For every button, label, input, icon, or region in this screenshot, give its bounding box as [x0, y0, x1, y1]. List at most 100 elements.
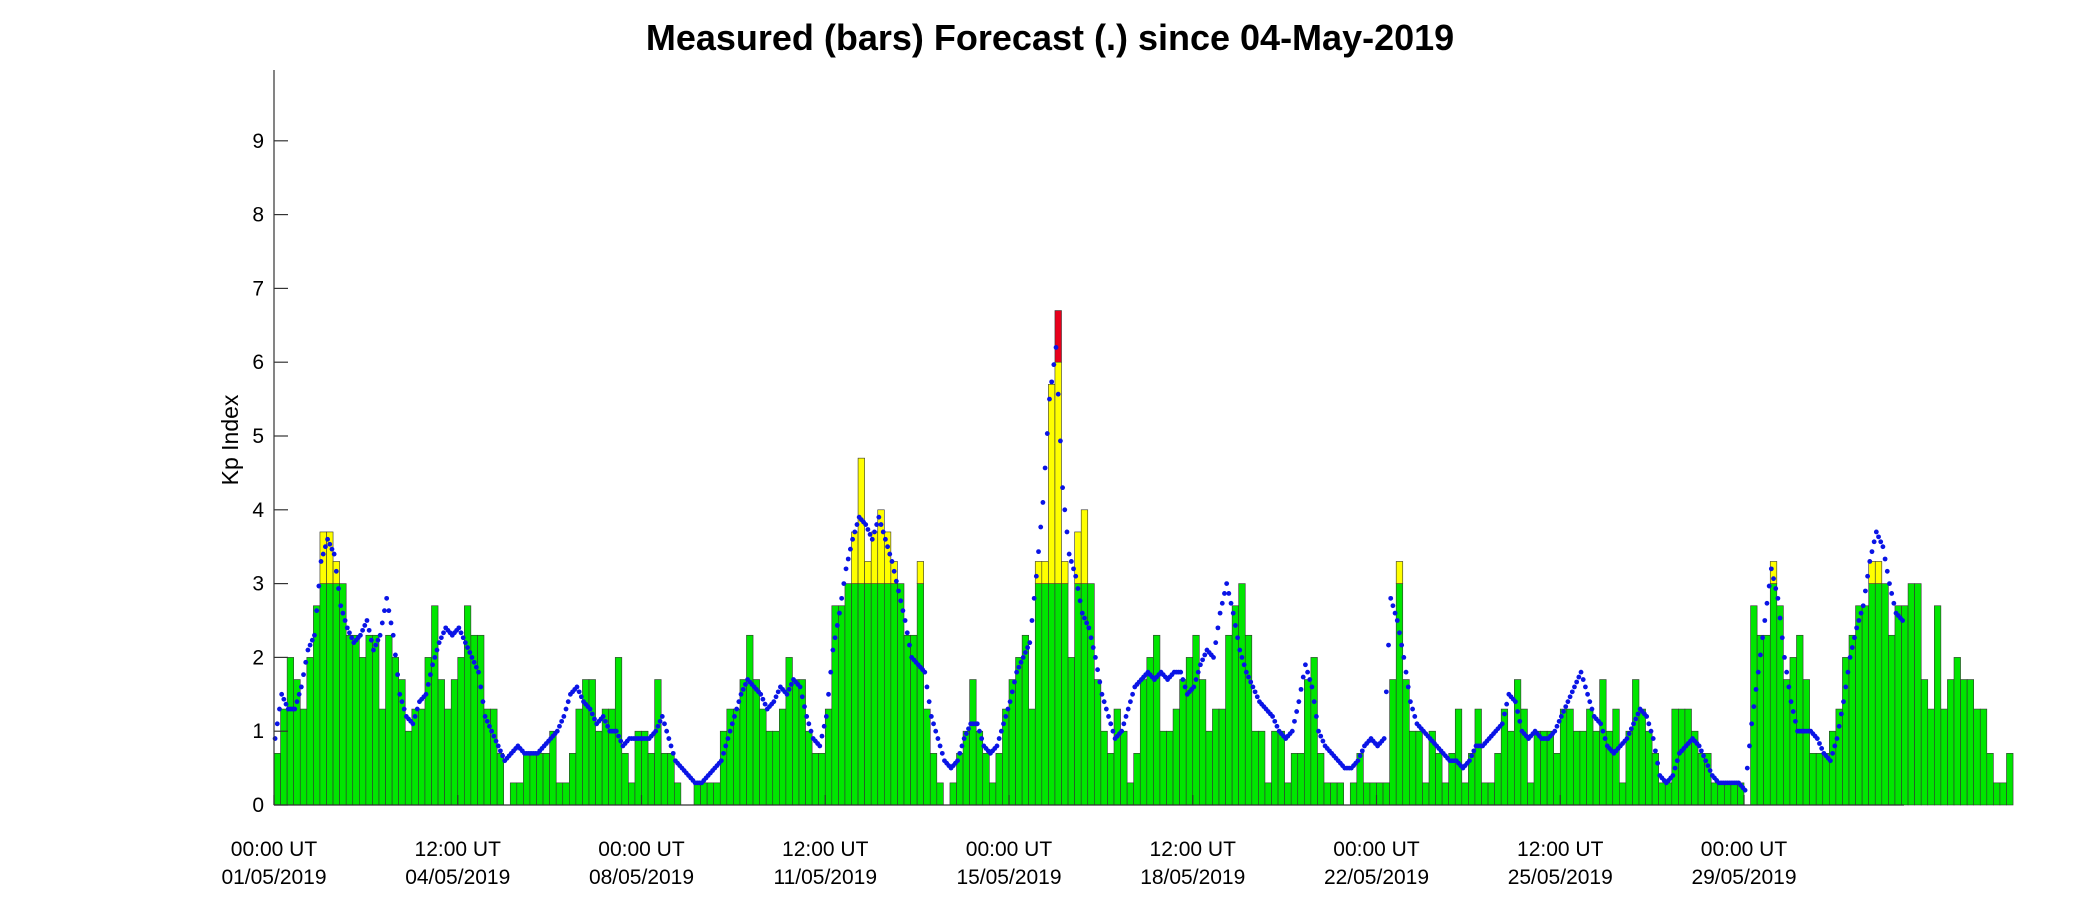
forecast-point: [603, 718, 608, 724]
forecast-point: [1502, 711, 1507, 717]
forecast-point: [1755, 669, 1761, 675]
forecast-point: [1235, 635, 1240, 641]
measured-bar: [1586, 708, 1594, 806]
forecast-point: [331, 551, 337, 557]
forecast-point: [1079, 610, 1085, 616]
measured-bar: [1973, 708, 1981, 806]
forecast-point: [1860, 603, 1866, 609]
forecast-point: [1237, 647, 1243, 653]
forecast-point: [605, 723, 610, 729]
forecast-point: [1318, 733, 1324, 739]
measured-bar: [719, 730, 728, 806]
measured-bar: [391, 657, 399, 806]
forecast-point: [928, 714, 934, 719]
measured-bar: [1638, 708, 1646, 806]
forecast-point: [349, 635, 355, 641]
forecast-point: [360, 627, 365, 633]
forecast-point: [279, 691, 285, 697]
measured-bar: [1415, 730, 1423, 806]
forecast-point: [1309, 684, 1315, 690]
measured-bar: [975, 730, 984, 806]
forecast-point: [616, 733, 621, 739]
forecast-point: [1650, 736, 1656, 741]
forecast-point: [876, 514, 882, 520]
measured-bar: [536, 753, 544, 806]
forecast-point: [1567, 694, 1573, 700]
forecast-point: [1838, 711, 1844, 717]
measured-bar: [339, 583, 347, 806]
forecast-point: [1852, 635, 1857, 641]
forecast-point: [1830, 750, 1835, 756]
forecast-point: [1383, 689, 1389, 695]
forecast-point: [1031, 595, 1037, 601]
measured-bar: [752, 679, 760, 806]
y-tick-label: 3: [252, 573, 264, 596]
measured-bar: [1546, 730, 1554, 806]
forecast-point: [1578, 669, 1584, 675]
x-tick-label-time: 12:00 UT: [1517, 838, 1604, 861]
forecast-point: [1228, 600, 1234, 606]
measured-bar: [1809, 753, 1817, 806]
measured-bar: [378, 708, 386, 806]
x-tick-label-time: 00:00 UT: [598, 838, 685, 861]
forecast-point: [487, 723, 492, 729]
measured-bar: [1271, 730, 1279, 806]
forecast-point: [1226, 591, 1232, 596]
forecast-point: [1602, 736, 1608, 741]
forecast-point: [834, 623, 840, 628]
forecast-point: [1768, 566, 1774, 572]
forecast-point: [1128, 699, 1133, 705]
measured-bar: [1389, 679, 1397, 806]
y-tick-label: 7: [252, 277, 264, 300]
forecast-point: [1239, 655, 1245, 660]
forecast-point: [874, 522, 880, 527]
forecast-point: [1408, 699, 1413, 705]
forecast-point: [784, 691, 790, 697]
measured-bar: [1829, 730, 1837, 806]
measured-bar: [1520, 708, 1528, 806]
forecast-point: [1819, 746, 1825, 751]
forecast-point: [1058, 438, 1063, 444]
forecast-point: [1412, 714, 1418, 719]
forecast-point: [845, 556, 851, 562]
forecast-point: [1701, 753, 1706, 759]
forecast-point: [937, 743, 943, 749]
forecast-point: [832, 635, 838, 641]
forecast-point: [1390, 603, 1396, 609]
measured-bar: [1166, 730, 1174, 806]
forecast-point: [371, 647, 376, 653]
forecast-point: [786, 686, 792, 692]
measured-bar: [706, 782, 714, 806]
forecast-points-layer: [272, 345, 1905, 793]
forecast-point: [1598, 721, 1604, 727]
forecast-point: [657, 718, 663, 724]
measured-bar: [792, 679, 800, 806]
forecast-point: [1865, 573, 1870, 579]
measured-bar: [628, 782, 636, 806]
forecast-point: [1742, 787, 1748, 793]
measured-bar: [765, 730, 774, 806]
forecast-point: [395, 672, 400, 678]
forecast-point: [1292, 718, 1297, 724]
x-tick-label-date: 15/05/2019: [956, 866, 1061, 889]
forecast-point: [1556, 718, 1562, 724]
forecast-point: [743, 682, 748, 687]
forecast-point: [1589, 706, 1595, 712]
forecast-point: [852, 529, 858, 535]
measured-bar: [1664, 782, 1673, 806]
measured-bar: [319, 583, 327, 806]
measured-bar: [1133, 753, 1141, 806]
measured-bar: [1855, 605, 1863, 806]
forecast-point: [1103, 706, 1109, 712]
forecast-point: [1289, 728, 1295, 734]
measured-bar: [1317, 753, 1325, 806]
measured-bar: [280, 708, 288, 806]
measured-bar: [890, 583, 898, 806]
forecast-point: [1012, 679, 1017, 685]
forecast-point: [1869, 549, 1875, 555]
forecast-point: [312, 632, 317, 638]
forecast-point: [891, 568, 897, 574]
measured-bar: [916, 583, 924, 806]
x-tick-label-time: 12:00 UT: [782, 838, 869, 861]
